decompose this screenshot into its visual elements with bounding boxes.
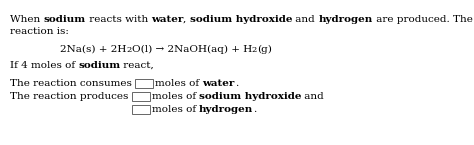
Text: reaction is:: reaction is: — [10, 27, 69, 36]
FancyBboxPatch shape — [132, 92, 150, 101]
Text: moles of: moles of — [155, 79, 202, 88]
FancyBboxPatch shape — [132, 105, 150, 114]
Text: If 4 moles of: If 4 moles of — [10, 61, 78, 70]
Text: 2Na(s) + 2H: 2Na(s) + 2H — [60, 45, 127, 54]
Text: water: water — [151, 15, 183, 24]
Text: sodium hydroxide: sodium hydroxide — [199, 92, 301, 101]
Text: 2: 2 — [127, 47, 132, 55]
Text: and: and — [301, 92, 324, 101]
Text: 2: 2 — [252, 47, 257, 55]
Text: .: . — [235, 79, 238, 88]
Text: reacts with: reacts with — [86, 15, 151, 24]
Text: (g): (g) — [257, 45, 272, 54]
Text: sodium: sodium — [78, 61, 120, 70]
Text: water: water — [202, 79, 235, 88]
Text: sodium: sodium — [44, 15, 86, 24]
FancyBboxPatch shape — [135, 79, 153, 88]
Text: moles of: moles of — [152, 92, 199, 101]
Text: hydrogen: hydrogen — [199, 105, 253, 114]
Text: moles of: moles of — [152, 105, 199, 114]
Text: The reaction consumes: The reaction consumes — [10, 79, 135, 88]
Text: sodium hydroxide: sodium hydroxide — [190, 15, 292, 24]
Text: When: When — [10, 15, 44, 24]
Text: hydrogen: hydrogen — [319, 15, 373, 24]
Text: ,: , — [183, 15, 190, 24]
Text: The reaction produces: The reaction produces — [10, 92, 132, 101]
Text: are produced. The balanced equation for this: are produced. The balanced equation for … — [373, 15, 474, 24]
Text: O(l) → 2NaOH(aq) + H: O(l) → 2NaOH(aq) + H — [132, 45, 252, 54]
Text: react,: react, — [120, 61, 154, 70]
Text: and: and — [292, 15, 319, 24]
Text: .: . — [253, 105, 256, 114]
